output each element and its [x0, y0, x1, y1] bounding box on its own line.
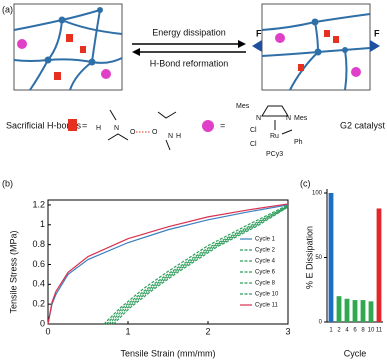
atom: O [152, 129, 158, 136]
y-tick-label: 0.2 [32, 299, 45, 309]
y-tick-label: 0.8 [32, 239, 45, 249]
force-arrow [252, 40, 262, 52]
x-tick-label: 8 [361, 328, 365, 334]
x-tick-label: 1 [125, 326, 130, 336]
series-line [108, 205, 289, 325]
hbond-icons [54, 34, 86, 80]
series-line [113, 206, 289, 325]
plot-frame [47, 199, 289, 325]
arrowhead [132, 48, 140, 56]
force-label: F [256, 28, 262, 38]
x-tick-label: 11 [376, 328, 383, 334]
legend-label: Cycle 11 [255, 303, 279, 309]
legend-label: Cycle 2 [255, 248, 276, 254]
atom: N [256, 115, 261, 122]
bar [352, 300, 358, 322]
atom: Mes [294, 115, 308, 122]
y-tick-label: 0.4 [32, 279, 45, 289]
panel-label: (c) [300, 178, 311, 188]
legend-label: Cycle 10 [255, 292, 279, 298]
catalyst-dot [202, 120, 214, 132]
series-line [47, 204, 289, 325]
force-label: F [374, 28, 380, 38]
catalyst-structure [261, 105, 293, 135]
bar [344, 298, 350, 322]
crosslinks [311, 18, 348, 56]
hbond-icons [298, 30, 339, 71]
x-tick-label: 3 [285, 326, 290, 336]
x-tick-label: 4 [345, 328, 349, 334]
catalyst-label: G2 catalyst [340, 120, 386, 130]
bar [360, 300, 366, 322]
bar [328, 193, 334, 322]
atom: PCy3 [266, 151, 283, 158]
arrow-label: Energy dissipation [152, 27, 226, 37]
hbond-label: Sacrificial H-bonds [6, 120, 82, 130]
atom: Cl [250, 127, 257, 134]
atom: N [114, 125, 119, 132]
arrow-label: H-Bond reformation [150, 58, 229, 68]
crosslinks [44, 7, 103, 66]
atom: Ru [270, 133, 279, 140]
atom: Cl [250, 141, 257, 148]
equals: = [82, 120, 87, 130]
panel-label: (a) [2, 4, 13, 14]
x-tick-label: 10 [368, 328, 375, 334]
hbond-icon [68, 119, 77, 131]
x-tick-label: 2 [337, 328, 341, 334]
atom: N [286, 115, 291, 122]
bar [376, 208, 382, 322]
atom: N [168, 133, 173, 140]
legend-label: Cycle 6 [255, 270, 276, 276]
y-axis-label: Tensile Stress (MPa) [8, 230, 18, 313]
panel-label: (b) [2, 178, 13, 188]
series-line [47, 203, 289, 325]
x-axis-label: Cycle [344, 348, 367, 358]
y-tick-label: 50 [315, 255, 322, 261]
series-line [105, 205, 289, 325]
x-axis-label: Tensile Strain (mm/mm) [120, 348, 215, 358]
series-line [110, 206, 289, 325]
bar [336, 296, 342, 322]
y-axis-label: % E Dissipation [304, 226, 314, 289]
x-tick-label: 1 [329, 328, 333, 334]
atom: H [96, 125, 101, 132]
atom: H [176, 133, 181, 140]
x-tick-label: 2 [205, 326, 210, 336]
y-tick-label: 0 [40, 318, 45, 328]
legend-label: Cycle 4 [255, 259, 276, 265]
y-tick-label: 0.6 [32, 259, 45, 269]
legend-label: Cycle 1 [255, 237, 276, 243]
catalyst-dots [17, 39, 111, 79]
bar [368, 301, 374, 322]
y-tick-label: 0 [319, 320, 323, 326]
catalyst-dots [275, 33, 361, 77]
network-chains [13, 9, 123, 91]
network-box [261, 3, 371, 91]
atom: O [130, 129, 136, 136]
x-tick-label: 6 [353, 328, 357, 334]
equals: = [220, 120, 225, 130]
force-arrow [370, 40, 380, 52]
atom: Mes [236, 103, 250, 110]
series-line [103, 204, 289, 325]
x-tick-label: 0 [45, 326, 50, 336]
y-tick-label: 100 [312, 191, 323, 197]
hbond-structure [107, 109, 177, 151]
atom: Ph [294, 139, 303, 146]
arrowhead [238, 40, 246, 48]
y-tick-label: 1 [40, 219, 45, 229]
y-tick-label: 1.2 [32, 199, 45, 209]
legend-label: Cycle 8 [255, 281, 276, 287]
